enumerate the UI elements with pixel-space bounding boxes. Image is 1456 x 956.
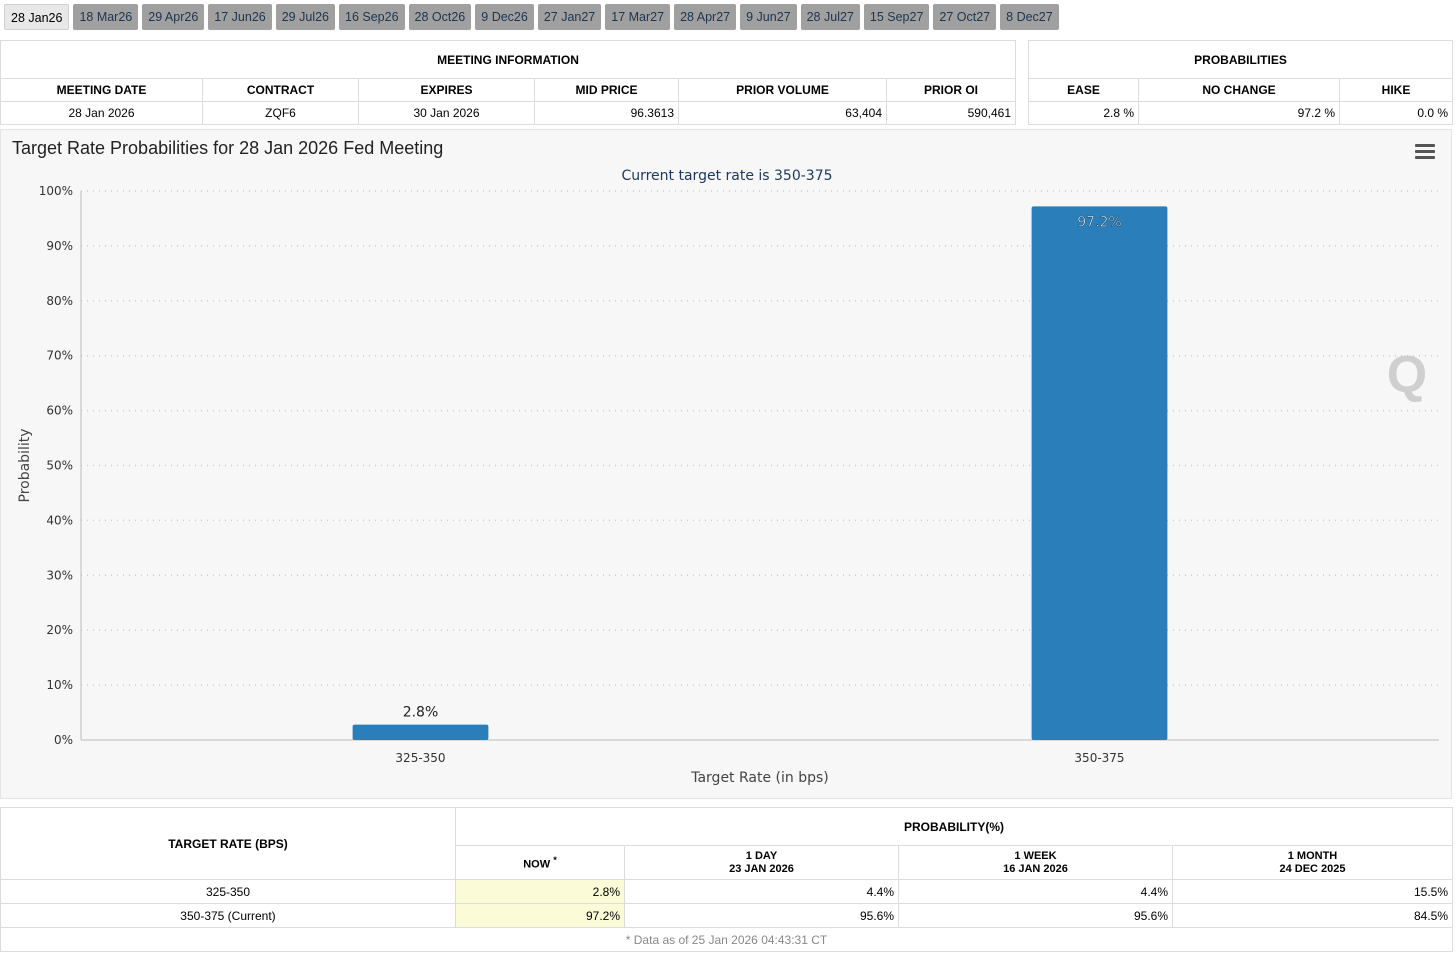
bar (1031, 206, 1168, 740)
tab-meeting-date[interactable]: 28 Apr27 (674, 4, 737, 30)
y-tick-label: 70% (46, 349, 73, 363)
mid-price-value: 96.3613 (534, 101, 679, 125)
tab-meeting-date[interactable]: 15 Sep27 (863, 4, 930, 30)
col-now: NOW * (455, 845, 625, 880)
probability-history-table: TARGET RATE (BPS) PROBABILITY(%) NOW * 1… (0, 807, 1453, 952)
tab-meeting-date[interactable]: 28 Jan26 (4, 4, 70, 30)
bar (352, 724, 489, 740)
prior-oi-value: 590,461 (886, 101, 1016, 125)
hike-value: 0.0 % (1338, 101, 1454, 125)
data-timestamp-footnote: * Data as of 25 Jan 2026 04:43:31 CT (0, 927, 1453, 952)
col-1-month: 1 MONTH 24 DEC 2025 (1172, 845, 1453, 880)
tab-meeting-date[interactable]: 28 Oct26 (408, 4, 472, 30)
period-label: 1 MONTH (1287, 849, 1338, 862)
col-prior-oi: PRIOR OI (886, 78, 1016, 102)
value-cell: 95.6% (624, 903, 899, 928)
col-1-day: 1 DAY 23 JAN 2026 (624, 845, 899, 880)
col-prior-volume: PRIOR VOLUME (678, 78, 887, 102)
period-label: 1 DAY (745, 849, 778, 862)
x-tick-label: 325-350 (395, 751, 445, 765)
col-expires: EXPIRES (358, 78, 535, 102)
chart-subtitle: Current target rate is 350-375 (621, 168, 832, 184)
tab-meeting-date[interactable]: 8 Dec27 (1000, 4, 1059, 30)
probability-header: PROBABILITY(%) (455, 807, 1453, 846)
hamburger-menu-icon[interactable] (1415, 144, 1435, 160)
meeting-row: 28 Jan 2026 ZQF6 30 Jan 2026 96.3613 63,… (0, 101, 1016, 125)
target-rate-header: TARGET RATE (BPS) (0, 807, 456, 880)
tab-meeting-date[interactable]: 9 Dec26 (475, 4, 534, 30)
now-label: NOW (523, 858, 551, 871)
table-row: 325-350 2.8% 4.4% 4.4% 15.5% (0, 879, 1453, 904)
meeting-information-header: MEETING INFORMATION (0, 40, 1016, 79)
y-tick-label: 90% (46, 239, 73, 253)
now-cell: 2.8% (455, 879, 625, 904)
tab-meeting-date[interactable]: 18 Mar26 (73, 4, 139, 30)
rate-cell: 325-350 (0, 879, 456, 904)
period-label: 1 WEEK (1014, 849, 1057, 862)
value-cell: 15.5% (1172, 879, 1453, 904)
target-rate-chart: Q 0% 10% 20% 30% 40% 50% 60% 70% 80% 90% 100% 2.8% 32… (17, 168, 1439, 786)
y-tick-label: 100% (39, 184, 73, 198)
col-hike: HIKE (1338, 78, 1454, 102)
tab-meeting-date[interactable]: 9 Jun27 (740, 4, 797, 30)
y-tick-label: 10% (46, 678, 73, 692)
ease-value: 2.8 % (1028, 101, 1139, 125)
y-tick-label: 80% (46, 294, 73, 308)
now-footnote-marker: * (553, 854, 557, 865)
probabilities-header: PROBABILITIES (1027, 40, 1454, 79)
y-tick-label: 40% (46, 513, 73, 527)
value-cell: 84.5% (1172, 903, 1453, 928)
meeting-information-table: MEETING INFORMATION MEETING DATE CONTRAC… (0, 40, 1016, 125)
tab-meeting-date[interactable]: 28 Jul27 (800, 4, 860, 30)
period-date: 24 DEC 2025 (1279, 862, 1346, 875)
tab-meeting-date[interactable]: 27 Oct27 (933, 4, 997, 30)
y-axis-label: Probability (17, 428, 33, 502)
y-tick-label: 50% (46, 459, 73, 473)
prior-volume-value: 63,404 (678, 101, 887, 125)
y-tick-label: 60% (46, 404, 73, 418)
probabilities-table: PROBABILITIES EASE NO CHANGE HIKE 2.8 % … (1027, 40, 1454, 125)
col-no-change: NO CHANGE (1138, 78, 1340, 102)
now-cell: 97.2% (455, 903, 625, 928)
watermark-logo: Q (1387, 346, 1427, 404)
col-mid-price: MID PRICE (534, 78, 679, 102)
data-label: 97.2% (1077, 214, 1121, 230)
col-ease: EASE (1028, 78, 1139, 102)
data-label: 2.8% (403, 705, 439, 721)
tab-meeting-date[interactable]: 17 Mar27 (605, 4, 671, 30)
expires-value: 30 Jan 2026 (358, 101, 535, 125)
meeting-tabs: 28 Jan26 18 Mar26 29 Apr26 17 Jun26 29 Jul26… (4, 4, 1059, 30)
value-cell: 4.4% (624, 879, 899, 904)
col-contract: CONTRACT (202, 78, 359, 102)
y-tick-label: 30% (46, 568, 73, 582)
tab-meeting-date[interactable]: 29 Apr26 (142, 4, 205, 30)
rate-cell: 350-375 (Current) (0, 903, 456, 928)
tab-meeting-date[interactable]: 29 Jul26 (275, 4, 335, 30)
tab-meeting-date[interactable]: 16 Sep26 (339, 4, 405, 30)
col-meeting-date: MEETING DATE (0, 78, 203, 102)
meeting-date-value: 28 Jan 2026 (0, 101, 203, 125)
table-row: 350-375 (Current) 97.2% 95.6% 95.6% 84.5… (0, 903, 1453, 928)
no-change-value: 97.2 % (1138, 101, 1340, 125)
contract-value: ZQF6 (202, 101, 359, 125)
chart-panel: Q 0% 10% 20% 30% 40% 50% 60% 70% 80% 90% 100% 2.8% 32… (0, 129, 1452, 799)
tab-meeting-date[interactable]: 27 Jan27 (537, 4, 602, 30)
col-1-week: 1 WEEK 16 JAN 2026 (898, 845, 1173, 880)
value-cell: 4.4% (898, 879, 1173, 904)
period-date: 16 JAN 2026 (1003, 862, 1068, 875)
tab-meeting-date[interactable]: 17 Jun26 (208, 4, 272, 30)
x-tick-label: 350-375 (1074, 751, 1124, 765)
y-tick-label: 0% (54, 733, 73, 747)
value-cell: 95.6% (898, 903, 1173, 928)
x-axis-label: Target Rate (in bps) (690, 770, 829, 786)
chart-title: Target Rate Probabilities for 28 Jan 202… (12, 138, 444, 158)
period-date: 23 JAN 2026 (729, 862, 794, 875)
y-tick-label: 20% (46, 623, 73, 637)
probabilities-row: 2.8 % 97.2 % 0.0 % (1028, 101, 1454, 125)
